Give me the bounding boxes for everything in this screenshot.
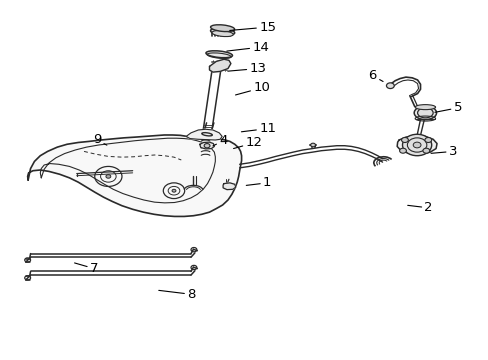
Text: 11: 11 <box>241 122 276 135</box>
Ellipse shape <box>212 31 233 37</box>
Text: 14: 14 <box>226 41 268 54</box>
Circle shape <box>106 175 111 178</box>
Circle shape <box>310 143 315 147</box>
Text: 12: 12 <box>233 136 262 149</box>
Text: 5: 5 <box>434 102 461 114</box>
Ellipse shape <box>205 51 232 58</box>
Circle shape <box>172 189 176 192</box>
Circle shape <box>424 138 431 143</box>
Ellipse shape <box>210 25 234 32</box>
Polygon shape <box>223 183 235 190</box>
Ellipse shape <box>413 106 436 120</box>
Circle shape <box>203 144 209 148</box>
Circle shape <box>422 148 429 153</box>
Circle shape <box>402 134 431 156</box>
Polygon shape <box>209 59 230 72</box>
Text: 4: 4 <box>212 134 227 147</box>
Ellipse shape <box>210 28 234 36</box>
Text: 3: 3 <box>430 145 456 158</box>
Text: 9: 9 <box>93 134 107 147</box>
Ellipse shape <box>202 132 212 136</box>
Circle shape <box>412 142 420 148</box>
Circle shape <box>399 148 406 153</box>
Text: 1: 1 <box>246 176 271 189</box>
Ellipse shape <box>414 105 435 110</box>
Text: 7: 7 <box>74 262 98 275</box>
Circle shape <box>401 138 407 143</box>
Text: 15: 15 <box>229 21 276 33</box>
Polygon shape <box>200 142 214 149</box>
Text: 13: 13 <box>227 62 266 75</box>
Polygon shape <box>28 135 241 216</box>
Ellipse shape <box>211 65 222 68</box>
Polygon shape <box>396 136 436 154</box>
Text: 8: 8 <box>159 288 195 301</box>
Text: 2: 2 <box>407 201 432 214</box>
Text: 10: 10 <box>235 81 269 95</box>
Ellipse shape <box>417 108 432 118</box>
Circle shape <box>386 83 393 89</box>
Text: 6: 6 <box>368 69 382 82</box>
Polygon shape <box>186 129 222 140</box>
